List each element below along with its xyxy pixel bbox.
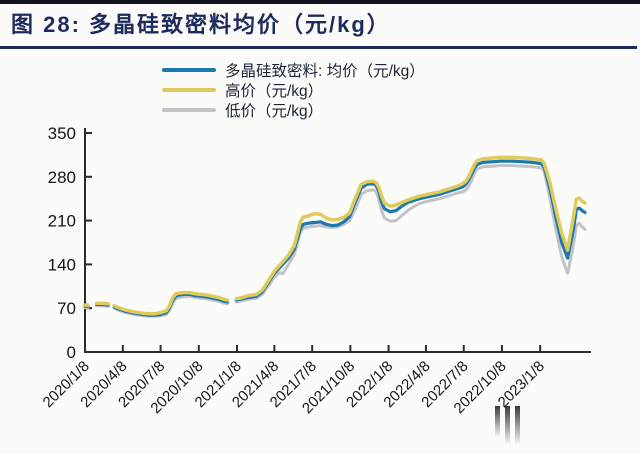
series-line-2 <box>234 164 587 304</box>
legend-item-high: 高价（元/kg） <box>162 80 425 100</box>
average-line-swatch <box>162 67 216 73</box>
y-tick-label: 140 <box>48 255 76 274</box>
chart-legend: 多晶硅致密料: 均价（元/kg） 高价（元/kg） 低价（元/kg） <box>162 60 425 120</box>
y-tick-label: 280 <box>48 168 76 187</box>
series-line-1 <box>94 301 111 306</box>
legend-label-high: 高价（元/kg） <box>225 83 324 100</box>
high-line-swatch <box>162 87 216 93</box>
y-tick-label: 350 <box>48 124 76 143</box>
top-border-bar <box>0 0 640 4</box>
legend-label-average: 多晶硅致密料: 均价（元/kg） <box>225 63 425 80</box>
series-line-0 <box>234 159 587 302</box>
legend-item-low: 低价（元/kg） <box>162 100 425 120</box>
title-divider <box>0 46 637 49</box>
low-line-swatch <box>162 107 216 113</box>
series-line-1 <box>234 155 587 301</box>
y-tick-label: 210 <box>48 212 76 231</box>
series-line-1 <box>112 290 230 316</box>
y-tick-label: 0 <box>67 343 76 362</box>
y-tick-label: 70 <box>57 299 76 318</box>
legend-label-low: 低价（元/kg） <box>225 103 324 120</box>
figure-title: 图 28: 多晶硅致密料均价（元/kg） <box>11 12 391 37</box>
legend-item-average: 多晶硅致密料: 均价（元/kg） <box>162 60 425 80</box>
